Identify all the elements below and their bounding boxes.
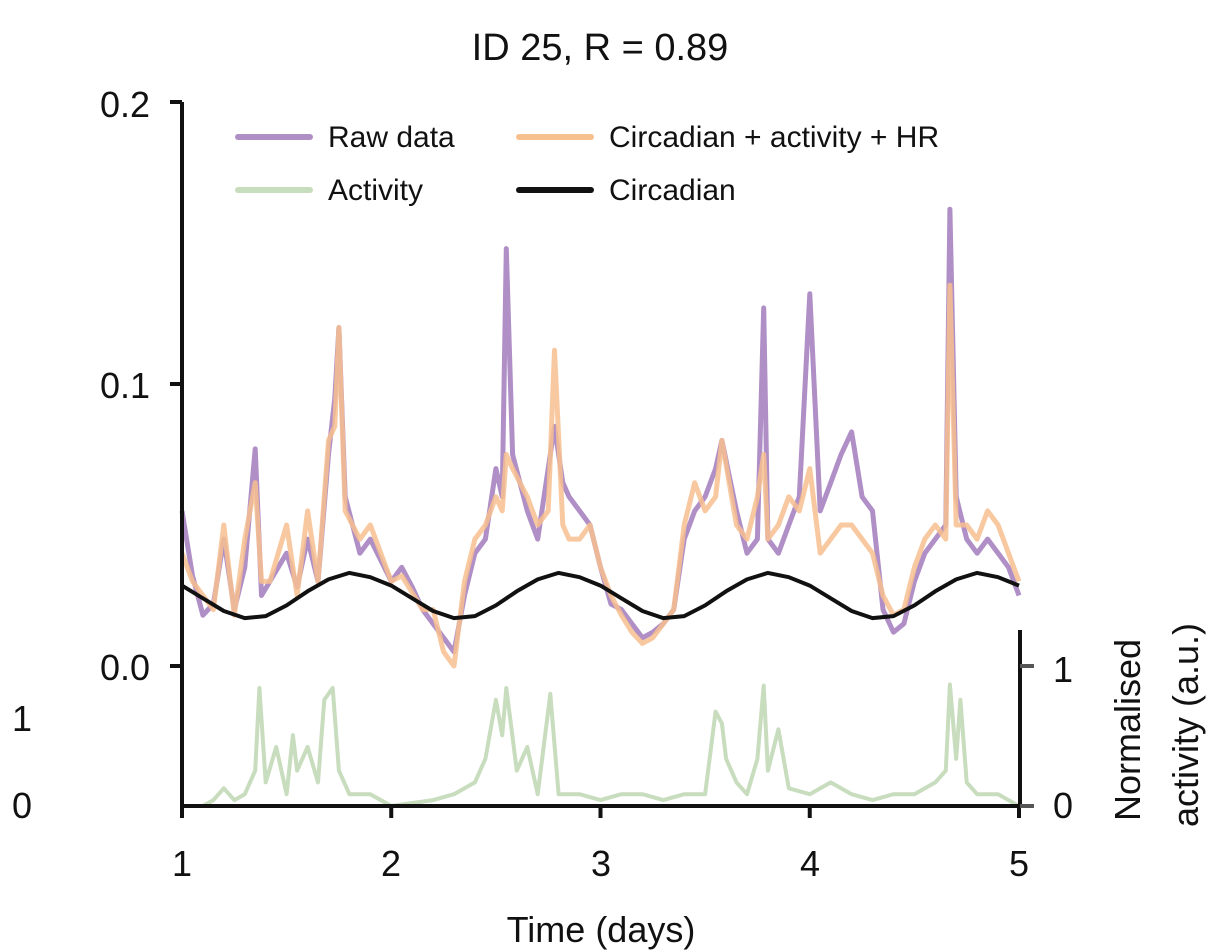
legend: Raw data Activity Circadian + activity +… [235,121,939,207]
model-series-layer [179,282,1022,669]
right-axis-label-line-2: activity (a.u.) [1165,623,1206,827]
x-tick-label-3: 3 [591,843,611,884]
x-tick-label-1: 1 [172,843,192,884]
y-tick-label-0: 0.0 [100,647,150,688]
legend-label-raw-data: Raw data [328,121,455,154]
left-activity-tick-label-0: 0 [12,785,32,826]
right-activity-tick-label-1: 1 [1053,649,1073,690]
right-activity-tick-label-0: 0 [1053,785,1073,826]
legend-label-circadian-activity-hr: Circadian + activity + HR [609,121,939,154]
series-line-circadian-activity-hr [179,282,1022,669]
right-axis-label-line-1: Normalised [1107,639,1148,821]
x-tick-label-4: 4 [800,843,820,884]
y-tick-label-2: 0.2 [100,84,150,125]
x-axis-label: Time (days) [507,909,696,950]
series-line-circadian [180,570,1020,621]
x-tick-label-2: 2 [381,843,401,884]
right-axis-label: Normalised activity (a.u.) [1107,623,1206,827]
x-tick-label-5: 5 [1009,843,1029,884]
legend-label-activity: Activity [328,174,423,207]
series-line-activity [182,682,1020,808]
y-tick-label-1: 0.1 [100,365,150,406]
chart-title: ID 25, R = 0.89 [472,27,729,69]
activity-series-layer [182,682,1020,808]
left-activity-tick-label-1: 1 [12,698,32,739]
ticks-layer [170,100,1034,818]
circadian-series-layer [180,570,1020,621]
legend-label-circadian: Circadian [609,174,736,207]
